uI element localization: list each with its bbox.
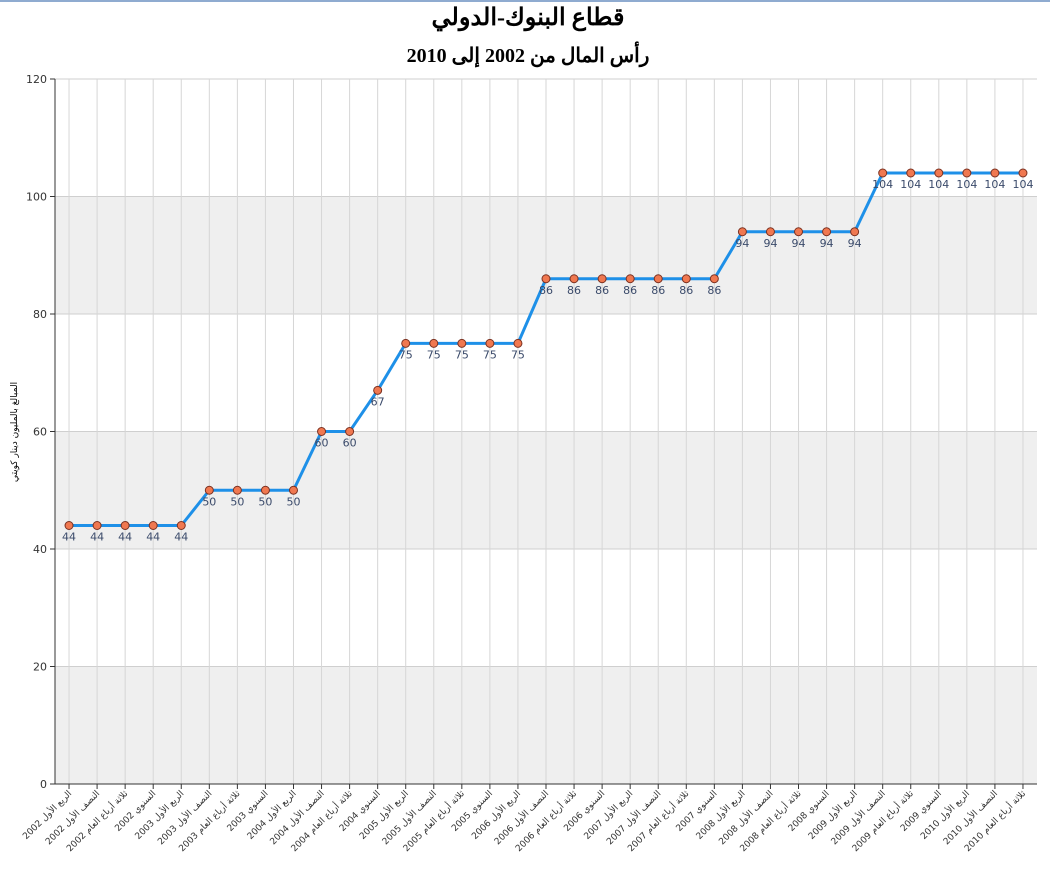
x-tick-label: الربع الأول 2007 [581, 788, 635, 842]
data-point [625, 274, 635, 284]
x-tick-label: الربع الأول 2004 [244, 788, 298, 842]
data-label: 104 [984, 178, 1005, 191]
y-tick-label: 0 [40, 778, 47, 791]
x-tick-label: الربع الأول 2008 [693, 788, 747, 842]
data-label: 104 [872, 178, 893, 191]
data-point [850, 227, 860, 237]
data-point [681, 274, 691, 284]
data-point [794, 227, 804, 237]
data-label: 86 [539, 284, 553, 297]
data-label: 94 [792, 237, 806, 250]
data-point [176, 521, 186, 530]
data-label: 86 [595, 284, 609, 297]
x-tick-label: الربع الأول 2003 [132, 788, 186, 842]
x-tick-label: الربع الأول 2009 [806, 788, 860, 842]
data-label: 86 [679, 284, 693, 297]
data-point [288, 485, 298, 495]
x-tick-label: الربع الأول 2002 [20, 788, 74, 842]
data-point [990, 168, 1000, 178]
data-label: 104 [928, 178, 949, 191]
data-point [765, 227, 775, 237]
data-label: 75 [455, 348, 469, 361]
data-label: 94 [848, 237, 862, 250]
y-tick-label: 80 [33, 308, 47, 321]
data-point [148, 521, 158, 530]
data-label: 104 [900, 178, 921, 191]
data-point [1018, 168, 1028, 178]
y-axis-label: المبالغ بالمليون دينار كويتي [10, 382, 20, 482]
data-label: 50 [286, 495, 300, 508]
data-label: 50 [258, 495, 272, 508]
data-point [429, 338, 439, 348]
data-label: 50 [202, 495, 216, 508]
y-tick-label: 120 [26, 73, 47, 86]
data-label: 94 [820, 237, 834, 250]
data-point [317, 427, 327, 436]
data-point [934, 168, 944, 178]
data-label: 44 [146, 531, 160, 544]
data-point [709, 274, 719, 284]
data-point [457, 338, 467, 348]
data-label: 104 [1012, 178, 1033, 191]
data-point [541, 274, 551, 284]
data-point [569, 274, 579, 284]
data-label: 44 [118, 531, 132, 544]
x-tick-label: الربع الأول 2005 [357, 788, 411, 842]
data-point [92, 521, 102, 530]
x-tick-label: الربع الأول 2006 [469, 788, 523, 842]
data-label: 44 [90, 531, 104, 544]
data-point [653, 274, 663, 284]
data-point [597, 274, 607, 284]
data-point [204, 485, 214, 495]
data-label: 94 [763, 237, 777, 250]
y-tick-label: 60 [33, 426, 47, 439]
data-point [232, 485, 242, 495]
chart-subtitle: رأس المال من 2002 إلى 2010 [407, 41, 650, 68]
data-label: 75 [427, 348, 441, 361]
x-tick-label: الربع الأول 2010 [918, 788, 972, 842]
data-label: 86 [707, 284, 721, 297]
data-label: 67 [371, 395, 385, 408]
data-point [260, 485, 270, 495]
data-point [64, 521, 74, 530]
y-tick-label: 40 [33, 543, 47, 556]
data-point [822, 227, 832, 237]
data-point [345, 427, 355, 436]
y-tick-label: 20 [33, 661, 47, 674]
data-label: 44 [62, 531, 76, 544]
data-label: 50 [230, 495, 244, 508]
data-point [513, 338, 523, 348]
data-point [878, 168, 888, 178]
data-point [373, 385, 383, 395]
data-label: 60 [343, 437, 357, 450]
data-point [906, 168, 916, 178]
data-point [962, 168, 972, 178]
data-label: 75 [399, 348, 413, 361]
data-label: 86 [651, 284, 665, 297]
chart-title: قطاع البنوك-الدولي [432, 5, 625, 32]
data-label: 86 [567, 284, 581, 297]
data-point [120, 521, 130, 530]
data-label: 86 [623, 284, 637, 297]
y-tick-label: 100 [26, 191, 47, 204]
data-label: 60 [315, 437, 329, 450]
data-label: 44 [174, 531, 188, 544]
data-label: 75 [511, 348, 525, 361]
data-point [485, 338, 495, 348]
data-label: 75 [483, 348, 497, 361]
data-label: 94 [735, 237, 749, 250]
data-point [401, 338, 411, 348]
data-point [737, 227, 747, 237]
data-label: 104 [956, 178, 977, 191]
